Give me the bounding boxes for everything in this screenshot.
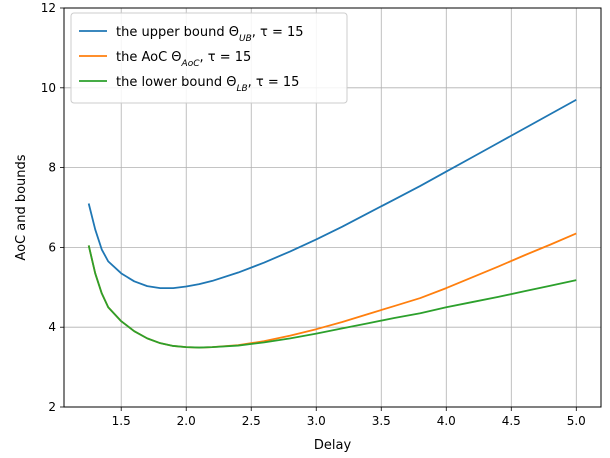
x-tick-label: 3.5	[372, 414, 391, 428]
y-tick-label: 12	[41, 1, 56, 15]
x-tick-label: 2.0	[177, 414, 196, 428]
legend-box	[70, 12, 348, 104]
series-line-lower	[87, 245, 577, 349]
x-tick-label: 3.0	[307, 414, 326, 428]
x-axis-label: Delay	[314, 438, 352, 453]
x-tick-label: 5.0	[567, 414, 586, 428]
legend-label-lower: the lower bound ΘLB, τ = 15	[116, 75, 299, 94]
y-axis-label: AoC and bounds	[14, 154, 29, 260]
x-tick-label: 4.5	[502, 414, 521, 428]
legend: the upper bound ΘUB, τ = 15 the AoC ΘAoC,…	[70, 12, 348, 104]
y-tick-label: 6	[48, 240, 56, 254]
series-lines	[87, 98, 577, 349]
y-tick-label: 8	[48, 161, 56, 175]
x-tick-label: 2.5	[242, 414, 261, 428]
x-axis-ticks: 1.5 2.0 2.5 3.0 3.5 4.0 4.5 5.0	[112, 407, 586, 428]
x-tick-label: 4.0	[437, 414, 456, 428]
legend-label-aoc: the AoC ΘAoC, τ = 15	[116, 50, 251, 69]
y-tick-label: 10	[41, 81, 56, 95]
y-tick-label: 2	[48, 400, 56, 414]
y-tick-label: 4	[48, 320, 56, 334]
series-line-upper	[87, 98, 577, 289]
plot-frame	[63, 7, 602, 408]
y-axis-ticks: 2 4 6 8 10 12	[41, 1, 64, 414]
legend-label-upper: the upper bound ΘUB, τ = 15	[116, 25, 304, 44]
x-tick-label: 1.5	[112, 414, 131, 428]
